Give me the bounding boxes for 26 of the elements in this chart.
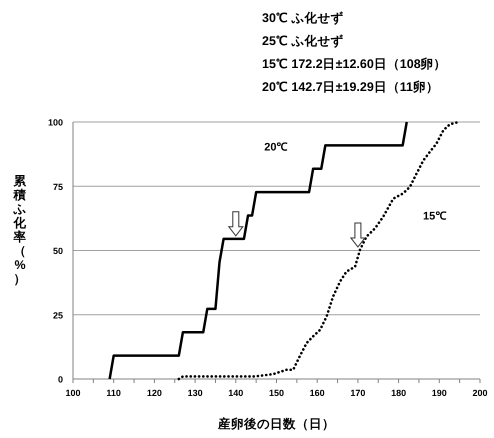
line-series <box>178 120 460 380</box>
y-tick-label: 50 <box>52 246 63 256</box>
x-tick-label: 140 <box>228 388 244 398</box>
x-tick-label: 100 <box>65 388 81 398</box>
y-tick-label: 100 <box>48 118 63 128</box>
y-tick-label: 75 <box>52 182 63 192</box>
y-tick-label: 25 <box>52 310 63 320</box>
line-series <box>108 120 408 380</box>
text: 20℃ <box>264 141 288 154</box>
text: 20℃ 142.7日±19.29日（11卵） <box>262 79 440 94</box>
y-axis-title: 累積ふ化率（%） <box>12 174 28 286</box>
text: 30℃ ふ化せず <box>262 10 344 25</box>
x-tick-label: 160 <box>310 388 325 398</box>
text: 15℃ 172.2日±12.60日（108卵） <box>262 56 447 71</box>
x-tick-label: 190 <box>432 388 447 398</box>
x-tick-label: 150 <box>268 388 284 398</box>
x-tick-label: 200 <box>472 388 488 398</box>
text: 25℃ ふ化せず <box>262 33 344 48</box>
y-tick-label: 0 <box>58 374 63 384</box>
x-tick-label: 130 <box>188 388 203 398</box>
x-tick-label: 180 <box>391 388 406 398</box>
x-tick-label: 110 <box>106 388 121 398</box>
x-tick-label: 170 <box>350 388 366 398</box>
text: 15℃ <box>423 210 446 223</box>
x-tick-label: 120 <box>146 388 162 398</box>
x-axis-title: 産卵後の日数（日） <box>217 416 335 431</box>
